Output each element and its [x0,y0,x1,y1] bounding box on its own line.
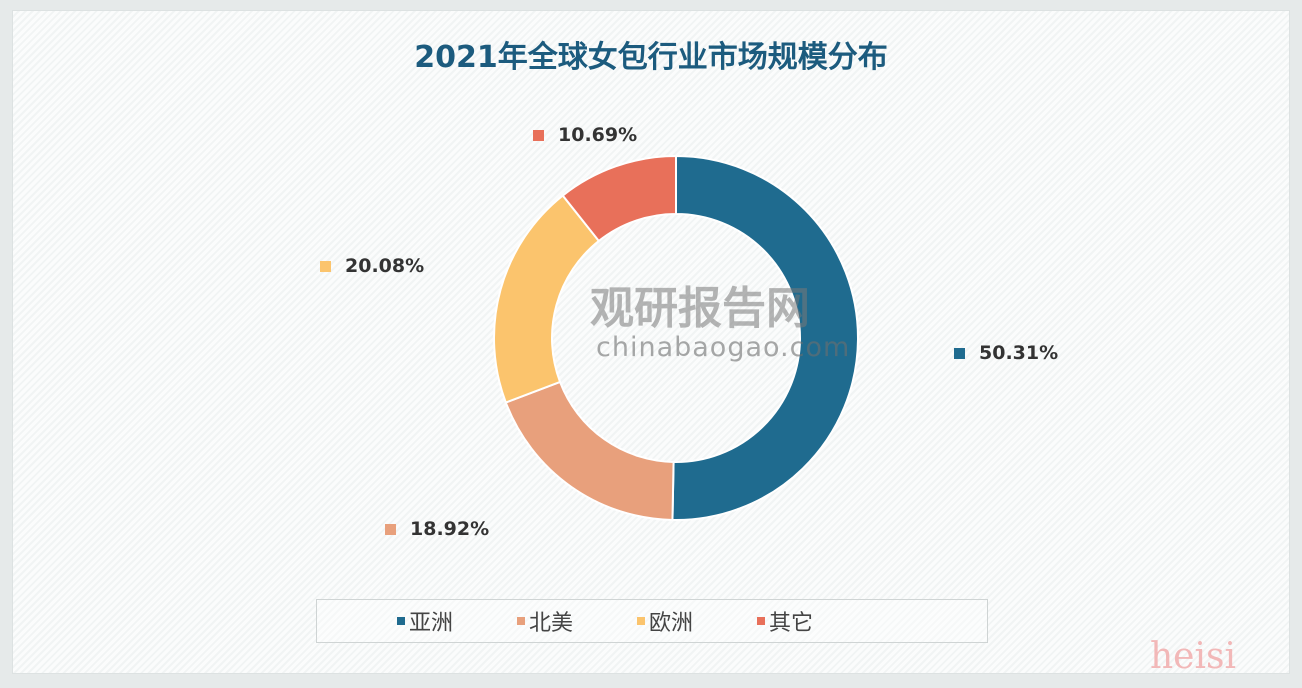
donut-slice-other [561,154,677,243]
donut-slice-europe [493,194,601,404]
swatch [385,523,396,535]
swatch [954,347,965,359]
chart-title: 2021年全球女包行业市场规模分布 [414,40,888,75]
legend-label: 北美 [529,611,574,636]
swatch [533,129,544,141]
watermark-name: 观研报告网 [590,283,810,334]
legend-label: 亚洲 [409,611,454,636]
donut-slice-asia [671,154,860,521]
data-label-europe: 20.08% [320,255,424,277]
swatch [517,617,526,625]
swatch [320,260,331,272]
data-label-asia: 50.31% [954,342,1058,364]
legend-item-north-america[interactable]: 北美 [517,605,573,637]
label-text: 20.08% [345,255,425,277]
legend-label: 其它 [769,611,814,636]
data-label-other: 10.69% [533,124,637,146]
legend-label: 欧洲 [649,611,694,636]
legend-item-europe[interactable]: 欧洲 [637,605,693,637]
donut-slice-north-america [504,380,675,521]
label-text: 18.92% [410,518,490,540]
chart-card [12,10,1290,674]
watermark-url: chinabaogao.com [596,332,851,363]
swatch [757,617,766,625]
legend-item-asia[interactable]: 亚洲 [397,605,453,637]
label-text: 50.31% [979,342,1059,364]
signature: heisi [1150,636,1236,677]
legend: 亚洲 北美 欧洲 其它 [316,599,988,643]
data-label-north-america: 18.92% [385,518,489,540]
swatch [397,617,405,625]
label-text: 10.69% [558,124,638,146]
legend-item-other[interactable]: 其它 [757,605,813,637]
swatch [637,617,646,625]
